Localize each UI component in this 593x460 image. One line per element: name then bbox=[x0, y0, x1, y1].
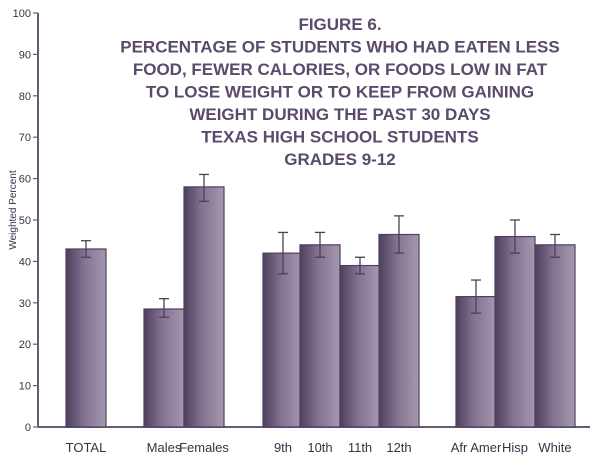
x-tick-label: Afr Amer bbox=[451, 440, 502, 455]
bar-total bbox=[65, 248, 107, 428]
y-tick-label: 30 bbox=[19, 298, 31, 310]
error-bars bbox=[81, 173, 560, 318]
bar-12th bbox=[378, 233, 420, 428]
title-line: WEIGHT DURING THE PAST 30 DAYS bbox=[189, 105, 490, 124]
title-line: PERCENTAGE OF STUDENTS WHO HAD EATEN LES… bbox=[120, 38, 560, 57]
title-line: TEXAS HIGH SCHOOL STUDENTS bbox=[201, 128, 478, 147]
chart-title: FIGURE 6. PERCENTAGE OF STUDENTS WHO HAD … bbox=[120, 15, 560, 169]
x-tick-label: 12th bbox=[386, 440, 411, 455]
y-axis-label: Weighted Percent bbox=[8, 170, 19, 250]
x-tick-label: TOTAL bbox=[66, 440, 107, 455]
y-tick-label: 10 bbox=[19, 381, 31, 393]
y-tick-label: 40 bbox=[19, 256, 31, 268]
y-tick-label: 80 bbox=[19, 91, 31, 103]
y-tick-label: 70 bbox=[19, 132, 31, 144]
bar-hisp bbox=[494, 235, 536, 428]
x-tick-label: 9th bbox=[274, 440, 292, 455]
bar-9th bbox=[262, 252, 304, 428]
y-tick-label: 50 bbox=[19, 215, 31, 227]
title-line: FIGURE 6. bbox=[298, 15, 381, 34]
bar-females bbox=[183, 186, 225, 428]
axes: 0 10 20 30 40 50 60 70 80 90 100 Weighted Percent bbox=[8, 8, 590, 434]
y-tick-label: 60 bbox=[19, 174, 31, 186]
bar-males bbox=[143, 308, 185, 428]
x-tick-label: Males bbox=[147, 440, 182, 455]
x-tick-label: White bbox=[538, 440, 571, 455]
x-tick-label: Hisp bbox=[502, 440, 528, 455]
x-tick-label: 11th bbox=[348, 440, 372, 455]
y-tick-label: 100 bbox=[13, 8, 31, 20]
y-tick-label: 20 bbox=[19, 339, 31, 351]
bar-11th bbox=[339, 264, 381, 428]
x-tick-label: 10th bbox=[307, 440, 332, 455]
bars bbox=[65, 186, 576, 428]
bar-10th bbox=[299, 244, 341, 428]
x-tick-label: Females bbox=[179, 440, 229, 455]
title-line: TO LOSE WEIGHT OR TO KEEP FROM GAINING bbox=[146, 83, 534, 102]
bar-white bbox=[534, 244, 576, 428]
y-tick-label: 0 bbox=[25, 422, 31, 434]
title-line: FOOD, FEWER CALORIES, OR FOODS LOW IN FA… bbox=[133, 60, 548, 79]
title-line: GRADES 9-12 bbox=[284, 150, 395, 169]
y-tick-label: 90 bbox=[19, 49, 31, 61]
bar-afr-amer bbox=[455, 295, 497, 428]
